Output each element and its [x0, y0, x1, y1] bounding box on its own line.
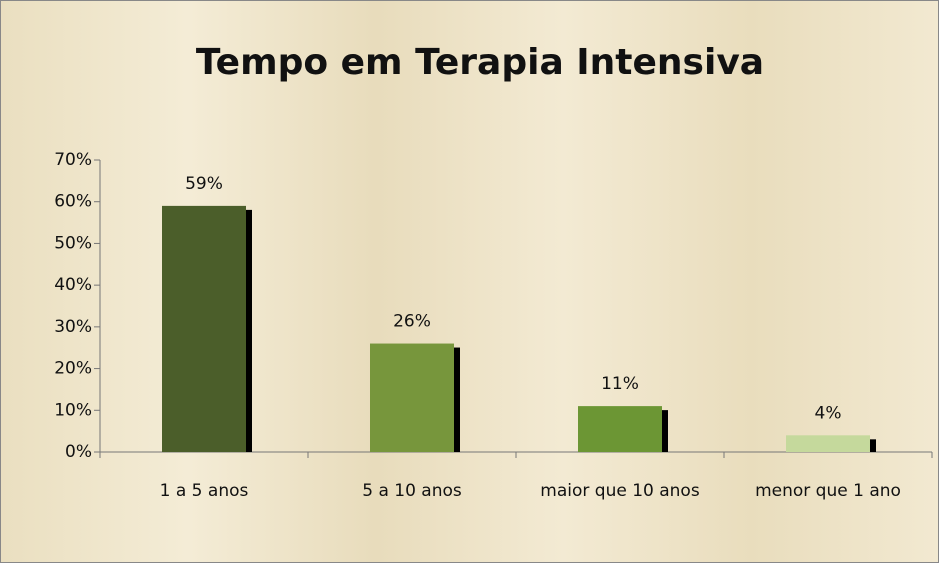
bar	[578, 406, 662, 452]
value-label: 59%	[185, 174, 223, 194]
y-tick-label: 20%	[54, 359, 92, 379]
y-tick-label: 70%	[54, 150, 92, 170]
bar	[370, 343, 454, 452]
y-tick-label: 10%	[54, 400, 92, 420]
x-tick-label: maior que 10 anos	[540, 481, 700, 501]
y-tick-label: 0%	[65, 442, 92, 462]
bar	[162, 205, 246, 452]
y-tick-label: 40%	[54, 275, 92, 295]
x-tick-label: menor que 1 ano	[755, 481, 901, 501]
x-tick-label: 1 a 5 anos	[159, 481, 249, 501]
value-label: 4%	[815, 403, 842, 423]
y-tick-label: 30%	[54, 317, 92, 337]
value-label: 26%	[393, 312, 431, 332]
bar	[786, 435, 870, 452]
chart-title: Tempo em Terapia Intensiva	[196, 42, 764, 83]
y-tick-label: 50%	[54, 233, 92, 253]
value-label: 11%	[601, 374, 639, 394]
x-tick-label: 5 a 10 anos	[362, 481, 462, 501]
y-tick-label: 60%	[54, 192, 92, 212]
